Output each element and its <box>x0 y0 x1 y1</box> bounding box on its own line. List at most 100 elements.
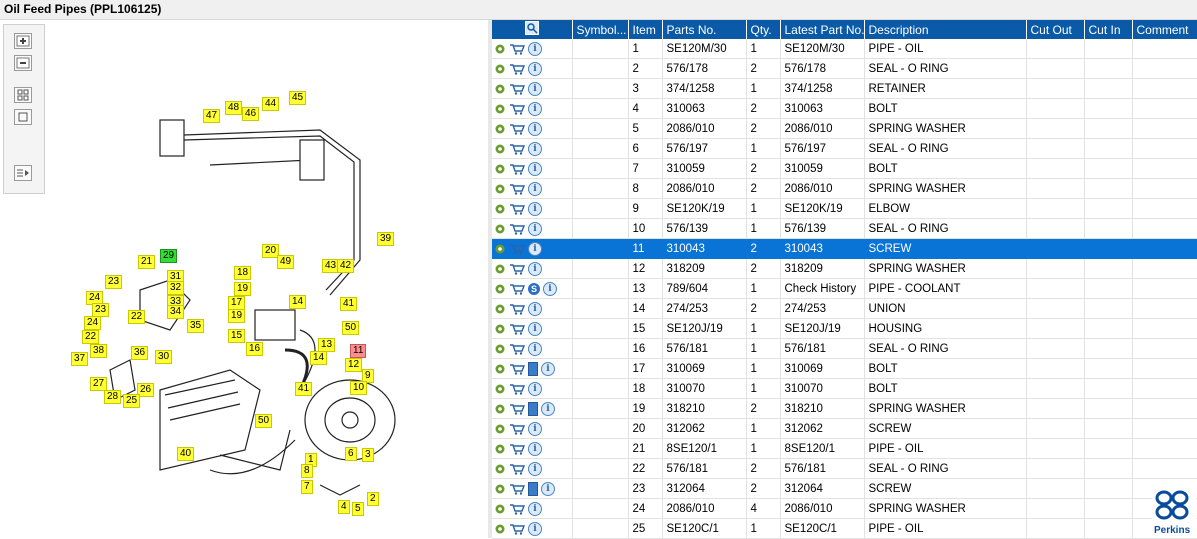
cart-icon[interactable] <box>509 383 525 395</box>
table-row[interactable]: i 14 274/253 2 274/253 UNION <box>492 298 1197 319</box>
cart-icon[interactable] <box>509 203 525 215</box>
callout-label[interactable]: 34 <box>167 305 185 319</box>
column-actions[interactable] <box>492 20 573 39</box>
info-icon[interactable]: i <box>541 481 555 496</box>
gear-icon[interactable] <box>494 303 506 315</box>
info-icon[interactable]: i <box>528 81 542 96</box>
gear-icon[interactable] <box>494 503 506 515</box>
callout-label[interactable]: 10 <box>350 381 368 395</box>
table-row[interactable]: i 3 374/1258 1 374/1258 RETAINER <box>492 78 1197 99</box>
callout-label[interactable]: 15 <box>228 329 246 343</box>
callout-label[interactable]: 35 <box>187 319 205 333</box>
cart-icon[interactable] <box>509 303 525 315</box>
table-row[interactable]: i 12 318209 2 318209 SPRING WASHER <box>492 258 1197 279</box>
gear-icon[interactable] <box>494 63 506 75</box>
gear-icon[interactable] <box>494 223 506 235</box>
cart-icon[interactable] <box>509 363 525 375</box>
table-row[interactable]: i 22 576/181 2 576/181 SEAL - O RING <box>492 458 1197 479</box>
column-description[interactable]: Description <box>864 20 1027 39</box>
table-row[interactable]: i 15 SE120J/19 1 SE120J/19 HOUSING <box>492 318 1197 339</box>
cart-icon[interactable] <box>509 183 525 195</box>
info-icon[interactable]: i <box>541 361 555 376</box>
callout-label[interactable]: 50 <box>342 321 360 335</box>
table-row[interactable]: i 21 8SE120/1 1 8SE120/1 PIPE - OIL <box>492 438 1197 459</box>
callout-label[interactable]: 25 <box>123 394 141 408</box>
info-icon[interactable]: i <box>528 101 542 116</box>
cart-icon[interactable] <box>509 83 525 95</box>
table-row[interactable]: i 25 SE120C/1 1 SE120C/1 PIPE - OIL <box>492 518 1197 539</box>
callout-label[interactable]: 4 <box>338 500 350 514</box>
callout-label[interactable]: 24 <box>84 316 102 330</box>
cart-icon[interactable] <box>509 323 525 335</box>
table-row[interactable]: i 16 576/181 1 576/181 SEAL - O RING <box>492 338 1197 359</box>
table-row[interactable]: i 23 312064 2 312064 SCREW <box>492 478 1197 499</box>
table-row[interactable]: i 10 576/139 1 576/139 SEAL - O RING <box>492 218 1197 239</box>
callout-label[interactable]: 22 <box>128 310 146 324</box>
cart-icon[interactable] <box>509 123 525 135</box>
table-row[interactable]: i 7 310059 2 310059 BOLT <box>492 158 1197 179</box>
pane-splitter[interactable] <box>488 20 492 538</box>
callout-label[interactable]: 38 <box>90 344 108 358</box>
cart-icon[interactable] <box>509 223 525 235</box>
callout-label[interactable]: 44 <box>262 97 280 111</box>
callout-label[interactable]: 14 <box>310 351 328 365</box>
info-icon[interactable]: i <box>528 221 542 236</box>
table-row[interactable]: i 20 312062 1 312062 SCREW <box>492 418 1197 439</box>
diagram-pane[interactable]: 45 44 48 47 46 39 29 20 49 21 43 42 18 2… <box>0 20 488 538</box>
gear-icon[interactable] <box>494 83 506 95</box>
callout-label[interactable]: 14 <box>289 295 307 309</box>
table-row[interactable]: i 17 310069 1 310069 BOLT <box>492 358 1197 379</box>
callout-label[interactable]: 16 <box>246 342 264 356</box>
table-row[interactable]: i 9 SE120K/19 1 SE120K/19 ELBOW <box>492 198 1197 219</box>
callout-label[interactable]: 47 <box>203 109 221 123</box>
book-icon[interactable] <box>528 401 538 416</box>
book-icon[interactable] <box>528 361 538 376</box>
cart-icon[interactable] <box>509 463 525 475</box>
callout-label[interactable]: 32 <box>167 281 185 295</box>
info-icon[interactable]: i <box>528 521 542 536</box>
gear-icon[interactable] <box>494 443 506 455</box>
callout-label[interactable]: 18 <box>234 266 252 280</box>
cart-icon[interactable] <box>509 343 525 355</box>
callout-label[interactable]: 22 <box>82 330 100 344</box>
callout-label[interactable]: 11 <box>350 344 367 358</box>
supersession-icon[interactable]: S <box>528 282 540 295</box>
gear-icon[interactable] <box>494 103 506 115</box>
gear-icon[interactable] <box>494 203 506 215</box>
callout-label[interactable]: 39 <box>377 232 395 246</box>
table-row[interactable]: i 2 576/178 2 576/178 SEAL - O RING <box>492 58 1197 79</box>
column-cut-in[interactable]: Cut In <box>1084 20 1133 39</box>
zoom-out-icon[interactable] <box>14 55 32 71</box>
callout-label[interactable]: 20 <box>262 244 280 258</box>
callout-label[interactable]: 42 <box>337 259 355 273</box>
callout-label[interactable]: 37 <box>71 352 89 366</box>
callout-label[interactable]: 50 <box>255 414 273 428</box>
gear-icon[interactable] <box>494 243 506 255</box>
cart-icon[interactable] <box>509 103 525 115</box>
callout-label[interactable]: 2 <box>367 492 379 506</box>
info-icon[interactable]: i <box>543 281 557 296</box>
callout-label[interactable]: 9 <box>362 369 374 383</box>
table-row[interactable]: i 24 2086/010 4 2086/010 SPRING WASHER <box>492 498 1197 519</box>
info-icon[interactable]: i <box>541 401 555 416</box>
callout-label[interactable]: 19 <box>228 309 246 323</box>
callout-label[interactable]: 21 <box>138 255 156 269</box>
column-qty[interactable]: Qty. <box>746 20 781 39</box>
gear-icon[interactable] <box>494 123 506 135</box>
info-icon[interactable]: i <box>528 121 542 136</box>
callout-label[interactable]: 40 <box>177 447 195 461</box>
actual-size-icon[interactable] <box>14 109 32 125</box>
callout-label[interactable]: 13 <box>318 338 336 352</box>
info-icon[interactable]: i <box>528 321 542 336</box>
gear-icon[interactable] <box>494 43 506 55</box>
cart-icon[interactable] <box>509 523 525 535</box>
info-icon[interactable]: i <box>528 261 542 276</box>
cart-icon[interactable] <box>509 263 525 275</box>
gear-icon[interactable] <box>494 463 506 475</box>
gear-icon[interactable] <box>494 183 506 195</box>
callout-label[interactable]: 41 <box>295 382 313 396</box>
callout-label[interactable]: 45 <box>289 91 307 105</box>
info-icon[interactable]: i <box>528 181 542 196</box>
gear-icon[interactable] <box>494 143 506 155</box>
